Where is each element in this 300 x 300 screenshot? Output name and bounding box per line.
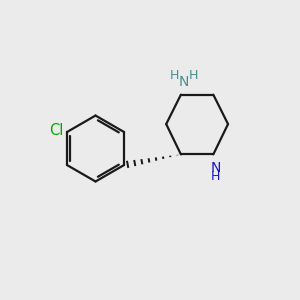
Text: Cl: Cl	[49, 123, 63, 138]
Text: N: N	[179, 75, 189, 89]
Text: H: H	[169, 69, 179, 82]
Text: H: H	[189, 69, 198, 82]
Text: H: H	[211, 170, 220, 183]
Text: N: N	[211, 161, 221, 175]
